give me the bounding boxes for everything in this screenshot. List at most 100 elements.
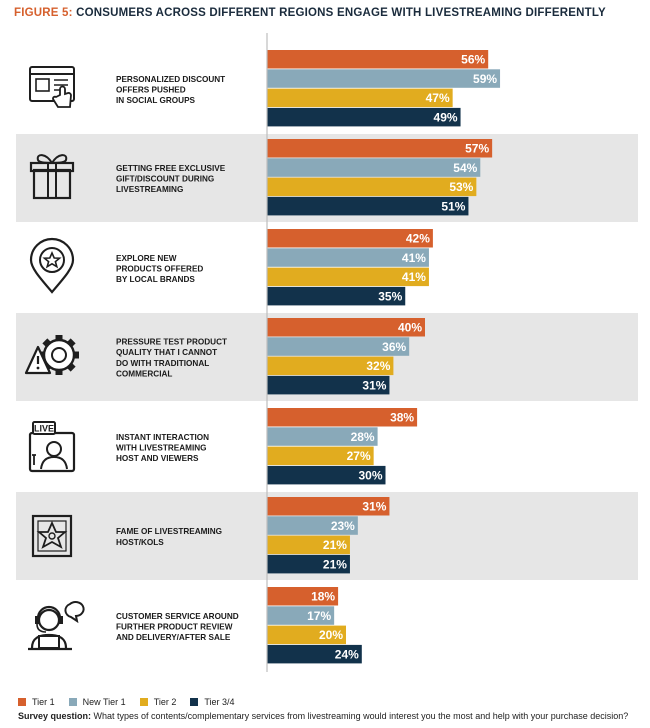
legend-item: Tier 3/4 <box>190 697 235 707</box>
data-label: 59% <box>473 72 497 86</box>
bar <box>267 356 394 376</box>
data-label: 38% <box>390 411 414 425</box>
footnote-text: What types of contents/complementary ser… <box>93 711 629 721</box>
data-label: 27% <box>347 449 371 463</box>
legend: Tier 1 New Tier 1 Tier 2 Tier 3/4 <box>18 697 235 707</box>
bar <box>267 196 469 216</box>
data-label: 18% <box>311 590 335 604</box>
data-label: 53% <box>449 180 473 194</box>
bar <box>267 318 425 337</box>
bar <box>267 516 358 535</box>
legend-label: Tier 2 <box>153 697 177 707</box>
figure-label: FIGURE 5: <box>14 7 73 19</box>
data-label: 41% <box>402 251 426 265</box>
category-label: FAME OF LIVESTREAMING <box>116 527 222 536</box>
data-label: 41% <box>402 270 426 284</box>
category-label: BY LOCAL BRANDS <box>116 275 195 284</box>
category-label: PRODUCTS OFFERED <box>116 265 203 274</box>
figure-title: CONSUMERS ACROSS DIFFERENT REGIONS ENGAG… <box>76 7 606 19</box>
chart-title: FIGURE 5: CONSUMERS ACROSS DIFFERENT REG… <box>14 7 606 19</box>
browser-cart-icon <box>29 66 75 108</box>
bar <box>267 446 374 466</box>
legend-swatch <box>190 698 199 706</box>
category-label: GETTING FREE EXCLUSIVE <box>116 164 226 173</box>
data-label: 23% <box>331 519 355 533</box>
bar <box>267 625 346 645</box>
data-label: 40% <box>398 321 422 335</box>
legend-label: Tier 3/4 <box>204 697 235 707</box>
legend-swatch <box>68 698 77 706</box>
bar <box>267 535 350 555</box>
category-label: HOST AND VIEWERS <box>116 454 199 463</box>
bar <box>267 606 335 625</box>
category-label: HOST/KOLS <box>116 538 164 547</box>
bar <box>267 248 429 267</box>
bar <box>267 427 378 446</box>
data-label: 17% <box>307 609 331 623</box>
bar <box>267 50 489 69</box>
bar <box>267 337 410 356</box>
data-label: 56% <box>461 53 485 67</box>
gift-box-icon <box>29 154 75 200</box>
category-label: PRESSURE TEST PRODUCT <box>116 338 227 347</box>
bar <box>267 229 433 248</box>
data-label: 20% <box>319 628 343 642</box>
category-label: INSTANT INTERACTION <box>116 433 209 442</box>
bar <box>267 497 390 516</box>
data-label: 49% <box>434 110 458 124</box>
data-label: 42% <box>406 232 430 246</box>
data-label: 32% <box>366 359 390 373</box>
customer-service-icon <box>28 601 85 651</box>
bar <box>267 267 429 287</box>
bar <box>267 644 362 664</box>
bar <box>267 587 339 606</box>
bar <box>267 286 406 306</box>
location-star-icon <box>29 237 75 294</box>
data-label: 21% <box>323 557 347 571</box>
legend-item: Tier 1 <box>18 697 55 707</box>
category-label: PERSONALIZED DISCOUNT <box>116 75 225 84</box>
data-label: 57% <box>465 142 489 156</box>
data-label: 30% <box>358 468 382 482</box>
data-label: 54% <box>453 161 477 175</box>
live-host-icon: LIVE <box>28 421 76 473</box>
bar <box>267 107 461 127</box>
data-label: 51% <box>441 199 465 213</box>
bar <box>267 465 386 485</box>
data-label: 21% <box>323 538 347 552</box>
bar <box>267 69 501 88</box>
bar <box>267 158 481 177</box>
data-label: 31% <box>362 500 386 514</box>
legend-item: New Tier 1 <box>68 697 126 707</box>
legend-item: Tier 2 <box>139 697 177 707</box>
footnote: Survey question: What types of contents/… <box>18 711 628 721</box>
category-label: OFFERS PUSHED <box>116 86 186 95</box>
category-label: WITH LIVESTREAMING <box>116 444 207 453</box>
data-label: 28% <box>351 430 375 444</box>
data-label: 47% <box>426 91 450 105</box>
footnote-label: Survey question: <box>18 711 92 721</box>
category-label: DO WITH TRADITIONAL <box>116 359 209 368</box>
category-label: LIVESTREAMING <box>116 185 183 194</box>
legend-label: Tier 1 <box>32 697 55 707</box>
data-label: 36% <box>382 340 406 354</box>
bar <box>267 554 350 574</box>
bar <box>267 375 390 395</box>
legend-swatch <box>18 698 26 706</box>
category-label: EXPLORE NEW <box>116 254 177 263</box>
legend-swatch <box>139 698 148 706</box>
category-label: IN SOCIAL GROUPS <box>116 96 196 105</box>
bar <box>267 88 453 108</box>
bar <box>267 139 493 158</box>
data-label: 31% <box>362 378 386 392</box>
star-plaque-icon <box>31 514 73 558</box>
legend-label: New Tier 1 <box>82 697 126 707</box>
category-label: CUSTOMER SERVICE AROUND <box>116 612 239 621</box>
data-label: 24% <box>335 647 359 661</box>
data-label: 35% <box>378 289 402 303</box>
svg-text:LIVE: LIVE <box>34 424 54 434</box>
bar <box>267 408 418 427</box>
category-label: QUALITY THAT I CANNOT <box>116 348 217 357</box>
category-label: FURTHER PRODUCT REVIEW <box>116 623 233 632</box>
